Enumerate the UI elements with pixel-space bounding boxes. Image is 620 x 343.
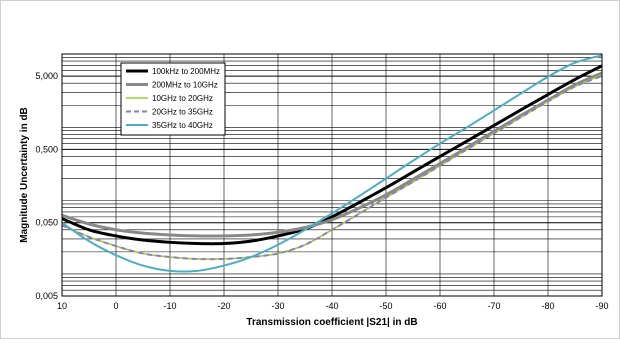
plot-border — [61, 53, 603, 297]
legend-label: 10GHz to 20GHz — [152, 94, 213, 103]
y-tick-label: 0,050 — [35, 218, 58, 228]
y-tick-label: 5,000 — [35, 71, 58, 81]
y-tick-label: 0,005 — [35, 291, 58, 301]
x-tick-label: -20 — [217, 301, 230, 311]
series-20ghz-35ghz-line — [61, 75, 603, 261]
legend-label: 100kHz to 200MHz — [152, 67, 220, 76]
x-tick-label: 10 — [57, 301, 67, 311]
series-35ghz-40ghz-line — [61, 54, 603, 273]
x-tick-label: -50 — [379, 301, 392, 311]
x-tick-label: -90 — [595, 301, 608, 311]
legend-label: 35GHz to 40GHz — [152, 121, 213, 130]
x-tick-labels: 10 0 -10 -20 -30 -40 -50 -60 -70 -80 -90 — [57, 301, 609, 311]
x-tick-label: 0 — [113, 301, 118, 311]
series-layer — [61, 54, 603, 273]
uncertainty-chart: 10 0 -10 -20 -30 -40 -50 -60 -70 -80 -90 0,005 0,05… — [19, 53, 609, 328]
legend-label: 200MHz to 10GHz — [152, 81, 218, 90]
series-100khz-200mhz-line — [61, 64, 603, 246]
legend-label: 20GHz to 35GHz — [152, 108, 213, 117]
x-tick-label: -60 — [433, 301, 446, 311]
x-tick-label: -40 — [325, 301, 338, 311]
legend: 100kHz to 200MHz 200MHz to 10GHz 10GHz to … — [120, 62, 226, 136]
x-axis-label: Transmission coefficient |S21| in dB — [246, 317, 417, 328]
y-tick-label: 0,500 — [35, 144, 58, 154]
x-tick-label: -30 — [271, 301, 284, 311]
x-tick-label: -80 — [541, 301, 554, 311]
x-tick-label: -70 — [487, 301, 500, 311]
legend-box — [120, 62, 226, 136]
y-tick-labels: 0,005 0,050 0,500 5,000 — [35, 71, 58, 301]
y-axis-label: Magnitude Uncertainty in dB — [19, 107, 30, 243]
series-200mhz-10ghz-line — [61, 71, 603, 238]
x-tick-label: -10 — [163, 301, 176, 311]
